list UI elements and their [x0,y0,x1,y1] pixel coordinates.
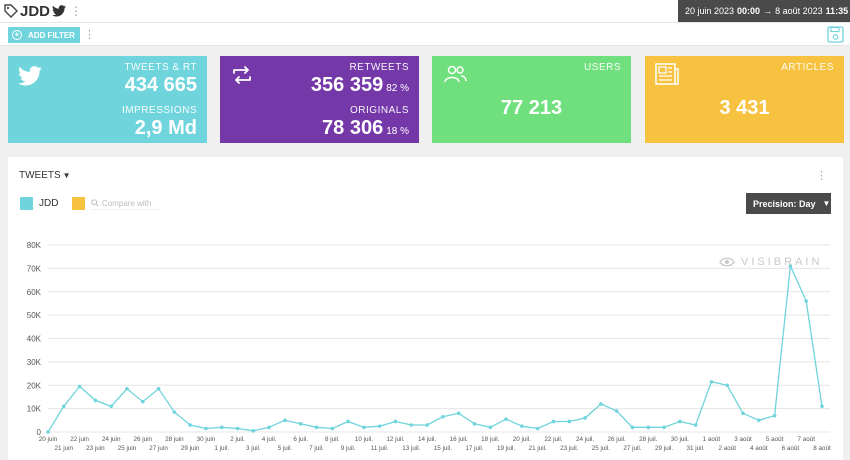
caret-down-icon: ▼ [62,171,71,180]
originals-percent: 18 % [386,126,409,137]
users-icon [444,65,467,83]
precision-dropdown[interactable]: Precision: Day ▼ [746,193,831,214]
account-menu-icon[interactable]: ⋮ [70,4,83,18]
articles-label: ARTICLES [781,62,834,73]
twitter-bird-icon [18,66,42,86]
account-selector[interactable]: JDD ⋮ [4,2,82,20]
top-bar: JDD ⋮ 20 juin 2023 00:00 → 8 août 2023 1… [0,0,850,22]
filter-bar: + ADD FILTER ⋮ [0,22,850,46]
legend-series[interactable]: JDD [20,197,58,210]
impressions-label: IMPRESSIONS [122,105,197,116]
watermark-text: VISIBRAIN [741,256,823,268]
account-name: JDD [20,2,51,20]
tweets-chart-panel: TWEETS ▼ ⋮ JDD Compare with Precision: Da… [8,157,843,460]
users-value: 77 213 [500,97,563,119]
originals-count: 78 306 [322,117,384,139]
tag-icon [4,4,18,18]
time-start: 00:00 [737,6,761,16]
compare-placeholder: Compare with [102,198,152,208]
retweets-card[interactable]: RETWEETS 356 359 82 % ORIGINALS 78 306 18 … [220,56,419,143]
impressions-value: 2,9 Md [134,117,197,139]
date-end: 8 août 2023 [775,6,823,16]
users-label: USERS [584,62,621,73]
add-filter-label: ADD FILTER [28,30,75,40]
chart-type-dropdown[interactable]: TWEETS ▼ [19,170,71,181]
tweets-label: TWEETS & RT [124,62,197,73]
range-arrow-icon: → [763,6,773,16]
panel-title: TWEETS [19,170,61,181]
compare-swatch [72,197,85,210]
retweets-percent: 82 % [386,83,409,94]
articles-value: 3 431 [719,97,770,119]
tweets-card[interactable]: TWEETS & RT 434 665 IMPRESSIONS 2,9 Md [8,56,207,143]
precision-label: Precision: Day [753,198,816,209]
retweets-count: 356 359 [310,74,384,96]
date-start: 20 juin 2023 [685,6,735,16]
twitter-bird-icon [52,5,67,17]
watermark: VISIBRAIN [719,256,822,268]
legend-label: JDD [39,198,59,209]
filter-menu-icon[interactable]: ⋮ [84,29,95,41]
originals-value: 78 306 18 % [322,117,409,140]
date-range-picker[interactable]: 20 juin 2023 00:00 → 8 août 2023 11:35 ▼ [678,0,850,22]
compare-legend: Compare with [72,197,161,210]
articles-card[interactable]: ARTICLES 3 431 [645,56,844,143]
panel-menu-icon[interactable]: ⋮ [816,170,827,182]
compare-input[interactable]: Compare with [91,197,161,210]
search-icon [91,199,99,207]
newspaper-icon [655,63,679,85]
eye-icon [719,257,735,267]
plus-circle-icon: + [12,30,22,40]
retweets-label: RETWEETS [349,62,409,73]
time-end: 11:35 [825,6,849,16]
tweets-value: 434 665 [124,74,197,96]
add-filter-button[interactable]: + ADD FILTER [8,27,80,43]
legend-swatch [20,197,33,210]
users-card[interactable]: USERS 77 213 [432,56,631,143]
originals-label: ORIGINALS [350,105,409,116]
retweets-value: 356 359 82 % [311,74,409,97]
caret-down-icon: ▼ [822,199,831,208]
retweet-icon [233,66,251,84]
save-icon[interactable] [827,26,844,43]
